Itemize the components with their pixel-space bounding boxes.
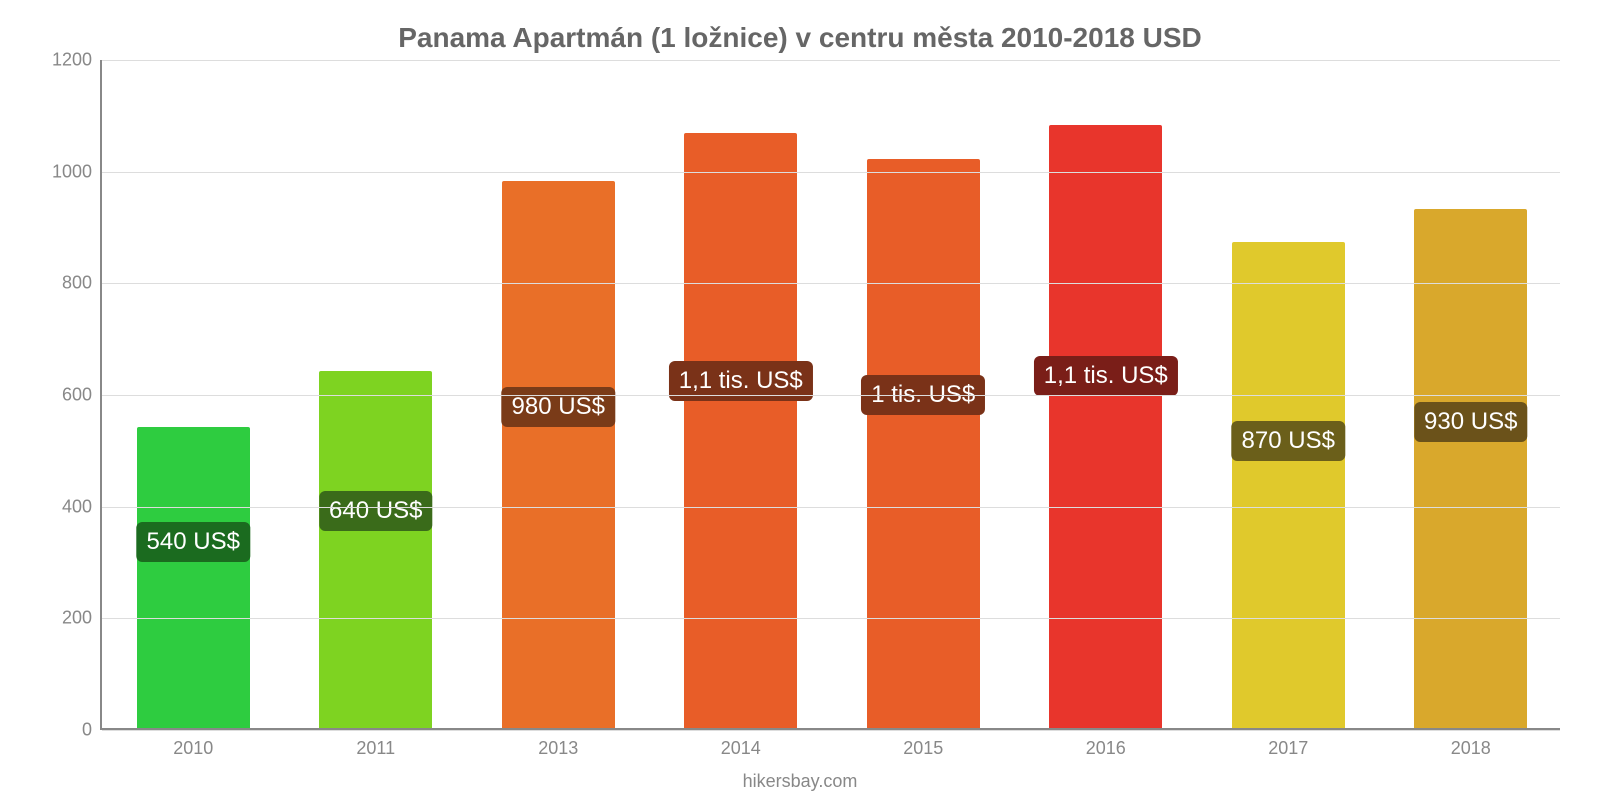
bar	[137, 427, 250, 729]
bar	[1049, 125, 1162, 728]
xtick-label: 2013	[538, 728, 578, 759]
bars-layer: 2010540 US$2011640 US$2013980 US$20141,1…	[102, 60, 1560, 728]
chart-title: Panama Apartmán (1 ložnice) v centru měs…	[0, 22, 1600, 54]
ytick-label: 400	[62, 496, 102, 517]
bar-value-label: 870 US$	[1232, 421, 1345, 461]
ytick-label: 800	[62, 273, 102, 294]
gridline	[102, 618, 1560, 619]
ytick-label: 600	[62, 385, 102, 406]
xtick-label: 2010	[173, 728, 213, 759]
bar	[1414, 209, 1527, 728]
bar-slot: 2018930 US$	[1380, 60, 1563, 728]
bar-value-label: 930 US$	[1414, 402, 1527, 442]
bar-value-label: 640 US$	[319, 491, 432, 531]
xtick-label: 2015	[903, 728, 943, 759]
ytick-label: 200	[62, 608, 102, 629]
bar	[502, 181, 615, 728]
plot-area: 2010540 US$2011640 US$2013980 US$20141,1…	[100, 60, 1560, 730]
bar	[867, 159, 980, 729]
ytick-label: 0	[82, 720, 102, 741]
bar-slot: 2013980 US$	[467, 60, 650, 728]
xtick-label: 2014	[721, 728, 761, 759]
bar-value-label: 980 US$	[502, 387, 615, 427]
chart-footer: hikersbay.com	[0, 771, 1600, 792]
ytick-label: 1000	[52, 161, 102, 182]
gridline	[102, 395, 1560, 396]
bar-slot: 20141,1 tis. US$	[650, 60, 833, 728]
bar	[684, 133, 797, 728]
gridline	[102, 60, 1560, 61]
bar-slot: 20151 tis. US$	[832, 60, 1015, 728]
bar	[319, 371, 432, 728]
gridline	[102, 507, 1560, 508]
gridline	[102, 730, 1560, 731]
xtick-label: 2018	[1451, 728, 1491, 759]
xtick-label: 2016	[1086, 728, 1126, 759]
bar-slot: 2011640 US$	[285, 60, 468, 728]
gridline	[102, 172, 1560, 173]
ytick-label: 1200	[52, 50, 102, 71]
gridline	[102, 283, 1560, 284]
bar-slot: 2010540 US$	[102, 60, 285, 728]
bar-value-label: 1,1 tis. US$	[1034, 356, 1178, 396]
bar-slot: 2017870 US$	[1197, 60, 1380, 728]
xtick-label: 2011	[356, 728, 395, 759]
xtick-label: 2017	[1268, 728, 1308, 759]
bar	[1232, 242, 1345, 728]
bar-slot: 20161,1 tis. US$	[1015, 60, 1198, 728]
bar-chart: Panama Apartmán (1 ložnice) v centru měs…	[0, 0, 1600, 800]
bar-value-label: 540 US$	[137, 522, 250, 562]
